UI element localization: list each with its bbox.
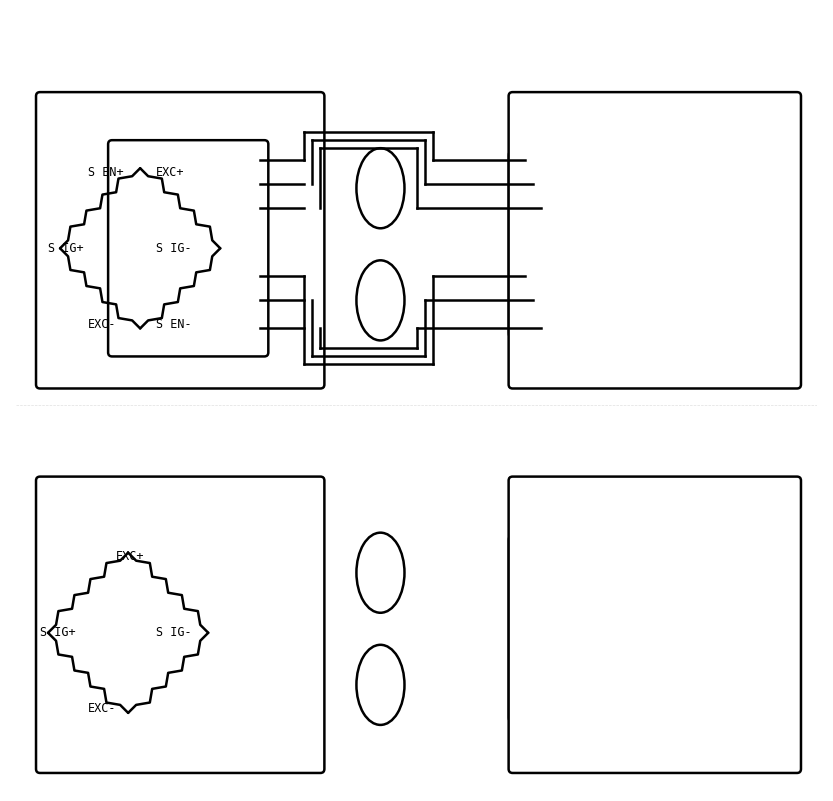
Circle shape [576,238,589,252]
Text: S EN+: S EN+ [88,166,124,179]
Text: S IG-: S IG- [156,242,192,255]
Text: S IG+: S IG+ [40,626,76,639]
FancyBboxPatch shape [601,565,625,586]
Text: EXC+: EXC+ [116,550,145,563]
FancyBboxPatch shape [509,92,801,388]
Circle shape [636,238,651,252]
FancyBboxPatch shape [601,180,625,202]
Text: S IG-: S IG- [156,626,192,639]
Circle shape [621,599,635,613]
Circle shape [606,622,620,636]
Circle shape [576,622,589,636]
FancyBboxPatch shape [510,532,716,726]
Circle shape [560,576,666,682]
Text: S EN-: S EN- [156,318,192,331]
Circle shape [621,260,635,274]
Circle shape [591,215,604,228]
Circle shape [560,191,666,297]
Circle shape [606,238,620,252]
Text: S IG+: S IG+ [48,242,83,255]
FancyBboxPatch shape [108,140,268,356]
Text: EXC-: EXC- [88,702,117,715]
FancyBboxPatch shape [510,148,716,341]
Circle shape [621,215,635,228]
Circle shape [591,260,604,274]
Text: EXC-: EXC- [88,318,117,331]
Circle shape [591,645,604,658]
Circle shape [621,645,635,658]
Circle shape [636,622,651,636]
FancyBboxPatch shape [509,477,801,773]
FancyBboxPatch shape [36,92,324,388]
FancyBboxPatch shape [36,477,324,773]
Circle shape [591,599,604,613]
Text: EXC+: EXC+ [156,166,185,179]
